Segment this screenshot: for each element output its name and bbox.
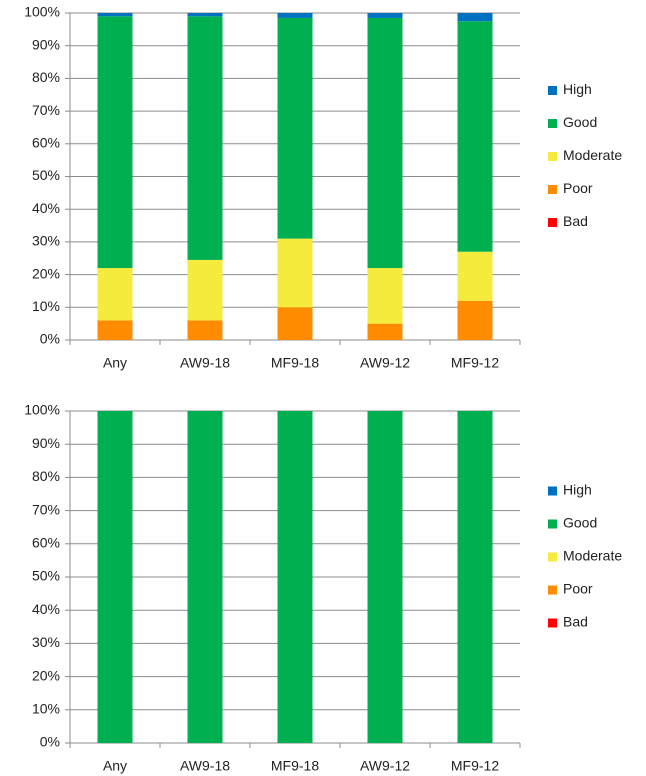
bar-segment xyxy=(187,320,223,340)
y-tick-label: 50% xyxy=(32,167,60,183)
legend-label: Bad xyxy=(563,213,588,229)
bar-segment xyxy=(277,17,313,239)
bar-segment xyxy=(277,411,313,743)
legend-swatch xyxy=(548,218,557,227)
bar-segment xyxy=(97,268,133,321)
y-tick-label: 60% xyxy=(32,535,60,551)
bar-segment xyxy=(187,411,223,743)
legend-label: Moderate xyxy=(563,548,622,564)
y-tick-label: 0% xyxy=(40,734,60,750)
bar-segment xyxy=(367,323,403,340)
legend-label: Poor xyxy=(563,581,593,597)
y-tick-label: 70% xyxy=(32,501,60,517)
legend-swatch xyxy=(548,585,557,595)
y-tick-label: 10% xyxy=(32,298,60,314)
bar-segment xyxy=(457,13,493,22)
legend-swatch xyxy=(548,519,557,529)
x-tick-label: MF9-12 xyxy=(451,758,499,774)
legend-swatch xyxy=(548,185,557,194)
y-tick-label: 30% xyxy=(32,233,60,249)
y-tick-label: 20% xyxy=(32,667,60,683)
y-tick-label: 90% xyxy=(32,36,60,52)
legend-swatch xyxy=(548,552,557,562)
bar-segment xyxy=(367,17,403,269)
x-tick-label: AW9-12 xyxy=(360,355,410,371)
legend-swatch xyxy=(548,618,557,628)
x-tick-label: Any xyxy=(103,355,127,371)
bar-segment xyxy=(187,259,223,321)
legend-label: Bad xyxy=(563,614,588,630)
x-tick-label: MF9-18 xyxy=(271,355,319,371)
y-tick-label: 50% xyxy=(32,568,60,584)
bar-segment xyxy=(187,16,223,260)
bar-segment xyxy=(97,13,133,17)
y-tick-label: 0% xyxy=(40,331,60,347)
bar-segment xyxy=(367,13,403,18)
legend-label: Moderate xyxy=(563,147,622,163)
bar-segment xyxy=(457,411,493,743)
x-tick-label: MF9-12 xyxy=(451,355,499,371)
x-tick-label: MF9-18 xyxy=(271,758,319,774)
x-tick-label: AW9-12 xyxy=(360,758,410,774)
y-tick-label: 40% xyxy=(32,200,60,216)
legend-swatch xyxy=(548,86,557,95)
bar-segment xyxy=(457,251,493,301)
bar-segment xyxy=(277,307,313,340)
x-tick-label: Any xyxy=(103,758,127,774)
bar-segment xyxy=(277,238,313,308)
bar-segment xyxy=(457,300,493,340)
bar-segment xyxy=(367,411,403,743)
bar-segment xyxy=(367,268,403,324)
y-tick-label: 70% xyxy=(32,102,60,118)
legend-label: High xyxy=(563,482,592,498)
y-tick-label: 80% xyxy=(32,69,60,85)
y-tick-label: 60% xyxy=(32,135,60,151)
y-tick-label: 90% xyxy=(32,435,60,451)
legend-swatch xyxy=(548,486,557,496)
legend-swatch xyxy=(548,152,557,161)
bar-segment xyxy=(97,320,133,340)
legend-label: Good xyxy=(563,515,597,531)
x-tick-label: AW9-18 xyxy=(180,758,230,774)
bar-segment xyxy=(97,411,133,743)
bar-segment xyxy=(97,16,133,269)
y-tick-label: 10% xyxy=(32,701,60,717)
x-tick-label: AW9-18 xyxy=(180,355,230,371)
legend-label: High xyxy=(563,81,592,97)
legend-label: Poor xyxy=(563,180,593,196)
y-tick-label: 40% xyxy=(32,601,60,617)
y-tick-label: 80% xyxy=(32,468,60,484)
y-tick-label: 100% xyxy=(24,4,60,20)
legend-swatch xyxy=(548,119,557,128)
bar-segment xyxy=(187,13,223,17)
y-tick-label: 100% xyxy=(24,402,60,418)
bar-segment xyxy=(277,13,313,18)
y-tick-label: 20% xyxy=(32,265,60,281)
legend-label: Good xyxy=(563,114,597,130)
y-tick-label: 30% xyxy=(32,634,60,650)
bar-segment xyxy=(457,21,493,252)
